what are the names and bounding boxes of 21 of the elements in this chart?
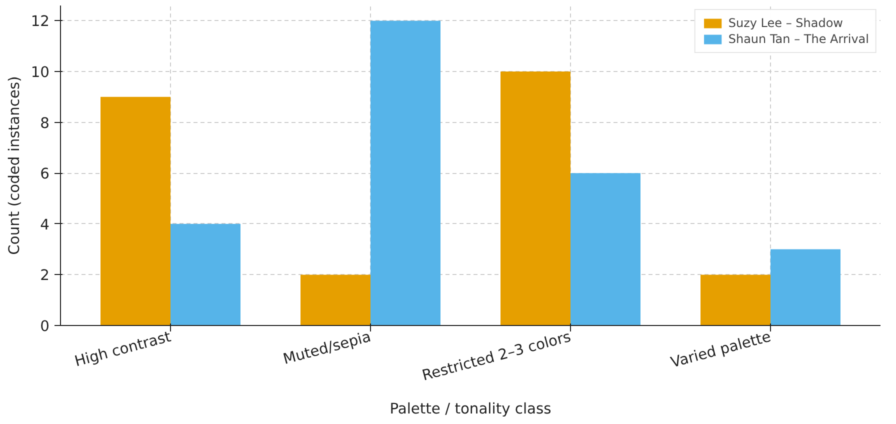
x-tick-label: Varied palette	[668, 328, 773, 372]
x-axis-title: Palette / tonality class	[390, 400, 552, 418]
legend-label: Shaun Tan – The Arrival	[728, 32, 869, 46]
bar	[170, 224, 240, 326]
y-tick-label: 4	[40, 216, 50, 234]
y-tick-label: 8	[40, 114, 50, 132]
legend-label: Suzy Lee – Shadow	[728, 16, 843, 30]
bar	[300, 274, 370, 326]
y-tick-label: 10	[30, 64, 50, 82]
bar	[500, 72, 570, 326]
y-tick-label: 12	[30, 13, 50, 30]
y-tick-label: 2	[40, 267, 50, 284]
y-axis-title: Count (coded instances)	[6, 76, 23, 255]
y-tick-label: 0	[40, 318, 50, 335]
x-tick-label: High contrast	[72, 328, 173, 370]
bar	[570, 173, 640, 326]
y-tick-label: 6	[40, 166, 50, 183]
bar	[100, 96, 170, 326]
bar	[700, 274, 770, 326]
bar	[770, 249, 840, 326]
bar	[370, 20, 440, 326]
